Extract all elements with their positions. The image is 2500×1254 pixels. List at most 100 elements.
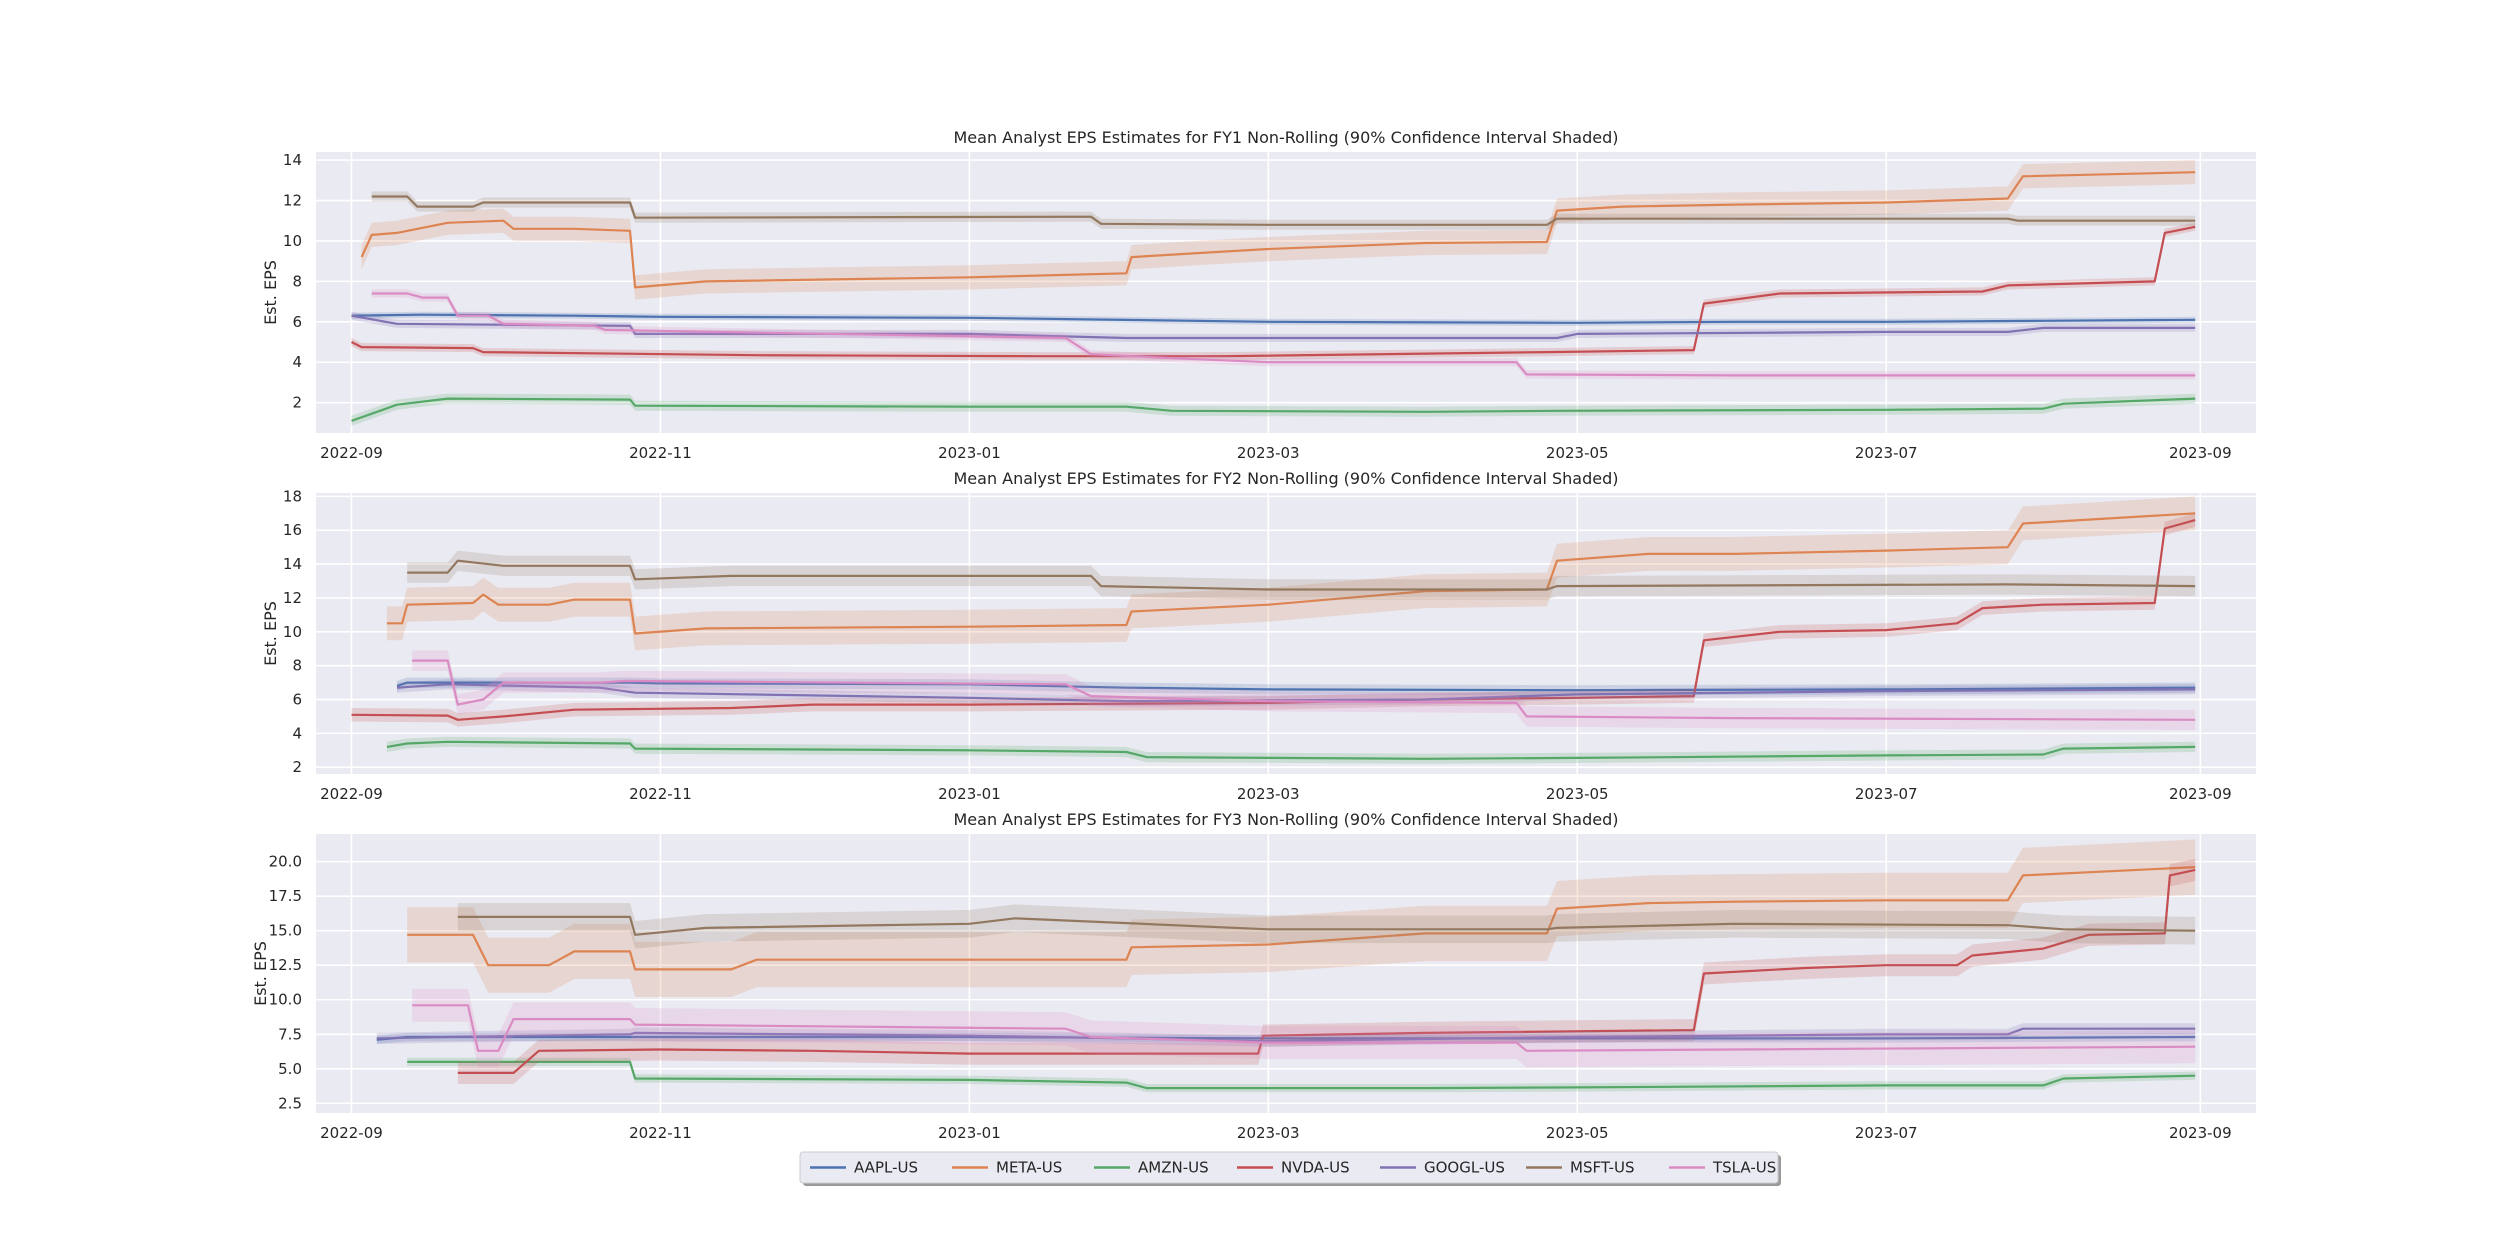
x-tick-label: 2022-11 [629,1124,692,1142]
chart-title: Mean Analyst EPS Estimates for FY3 Non-R… [954,810,1619,829]
legend-label-tsla-us: TSLA-US [1712,1159,1776,1177]
x-tick-label: 2023-05 [1546,1124,1609,1142]
series-line-meta-us [386,512,2196,635]
series-line-msft-us [407,559,2196,591]
y-axis-label: Est. EPS [251,941,270,1006]
x-tick-label: 2023-07 [1855,1124,1918,1142]
series-line-aapl-us [351,313,2196,324]
confidence-band-meta-us [361,160,2196,300]
series-line-tsla-us [412,659,2196,721]
confidence-band-nvda-us [457,858,2196,1084]
y-tick-label: 6 [292,691,302,709]
x-tick-label: 2023-09 [2169,444,2232,462]
x-tick-label: 2023-05 [1546,785,1609,803]
chart-title: Mean Analyst EPS Estimates for FY1 Non-R… [954,128,1619,147]
confidence-band-tsla-us [412,650,2196,730]
plot-area [316,834,2256,1113]
chart-panel-3: 2.5 5.0 7.5 10.0 12.5 15.0 17.5 20.0 2022-09 2022… [251,810,2256,1142]
series-line-nvda-us [351,519,2196,721]
series-group [351,496,2196,764]
x-tick-label: 2022-09 [320,444,383,462]
y-tick-label: 7.5 [278,1025,302,1043]
x-tick-label: 2023-09 [2169,785,2232,803]
series-group [376,839,2196,1093]
series-line-msft-us [371,195,2196,226]
y-tick-label: 12 [283,192,302,210]
y-tick-label: 20.0 [269,853,302,871]
confidence-band-tsla-us [412,988,2196,1068]
confidence-band-msft-us [457,903,2196,949]
confidence-band-googl-us [376,1023,2196,1047]
legend-label-msft-us: MSFT-US [1570,1159,1635,1177]
y-tick-label: 12.5 [269,956,302,974]
y-tick-label: 2 [292,758,302,776]
series-line-googl-us [396,683,2196,703]
y-tick-label: 17.5 [269,887,302,905]
series-line-amzn-us [386,740,2196,760]
chart-title: Mean Analyst EPS Estimates for FY2 Non-R… [954,469,1619,488]
series-line-tsla-us [371,292,2196,377]
series-group [351,160,2196,426]
confidence-band-nvda-us [351,222,2196,361]
legend: AAPL-US META-US AMZN-US NVDA-US GOOGL-US MSFT… [799,1151,1781,1186]
x-tick-label: 2023-05 [1546,444,1609,462]
confidence-band-msft-us [407,550,2196,600]
x-tick-label: 2022-09 [320,1124,383,1142]
series-line-msft-us [457,915,2196,936]
x-tick-label: 2023-03 [1237,785,1300,803]
y-tick-label: 2 [292,394,302,412]
y-tick-label: 10 [283,232,302,250]
series-line-meta-us [407,866,2196,971]
confidence-band-amzn-us [407,1057,2196,1093]
legend-label-amzn-us: AMZN-US [1138,1159,1209,1177]
y-tick-label: 15.0 [269,922,302,940]
x-tick-label: 2023-09 [2169,1124,2232,1142]
y-tick-label: 12 [283,589,302,607]
x-tick-label: 2023-01 [938,785,1001,803]
confidence-band-meta-us [386,496,2196,651]
x-tick-label: 2023-03 [1237,1124,1300,1142]
chart-panel-1: 2 4 6 8 10 12 14 2022-09 2022-11 2023-01 2023-03 20… [261,128,2256,462]
y-tick-label: 14 [283,151,302,169]
y-tick-label: 14 [283,555,302,573]
x-tick-label: 2022-11 [629,444,692,462]
y-tick-label: 18 [283,487,302,505]
confidence-band-amzn-us [351,393,2196,426]
x-tick-label: 2023-01 [938,1124,1001,1142]
y-tick-label: 4 [292,724,302,742]
legend-label-aapl-us: AAPL-US [854,1159,918,1177]
y-axis-label: Est. EPS [261,260,280,325]
series-line-nvda-us [351,225,2196,358]
y-tick-label: 10 [283,623,302,641]
legend-label-meta-us: META-US [996,1159,1062,1177]
series-line-tsla-us [412,1004,2196,1052]
y-axis-label: Est. EPS [261,601,280,666]
y-tick-label: 16 [283,521,302,539]
y-tick-label: 8 [292,272,302,290]
y-tick-label: 5.0 [278,1060,302,1078]
x-tick-label: 2023-07 [1855,785,1918,803]
y-tick-label: 4 [292,353,302,371]
series-line-amzn-us [351,397,2196,422]
x-tick-label: 2023-03 [1237,444,1300,462]
confidence-band-meta-us [407,839,2196,997]
y-tick-label: 2.5 [278,1094,302,1112]
x-tick-label: 2022-09 [320,785,383,803]
chart-panel-2: 2 4 6 8 10 12 14 16 18 2022-09 2022-11 2023-01 2023-… [261,469,2256,803]
x-tick-label: 2023-07 [1855,444,1918,462]
confidence-band-googl-us [397,679,2196,707]
legend-box [799,1151,1779,1184]
series-line-meta-us [360,171,2196,289]
x-tick-label: 2023-01 [938,444,1001,462]
confidence-band-msft-us [371,191,2196,230]
x-tick-label: 2022-11 [629,785,692,803]
y-tick-label: 10.0 [269,991,302,1009]
y-tick-label: 6 [292,313,302,331]
series-line-nvda-us [457,868,2196,1074]
series-line-amzn-us [407,1060,2196,1090]
y-tick-label: 8 [292,657,302,675]
legend-label-nvda-us: NVDA-US [1281,1159,1350,1177]
legend-label-googl-us: GOOGL-US [1424,1159,1505,1177]
